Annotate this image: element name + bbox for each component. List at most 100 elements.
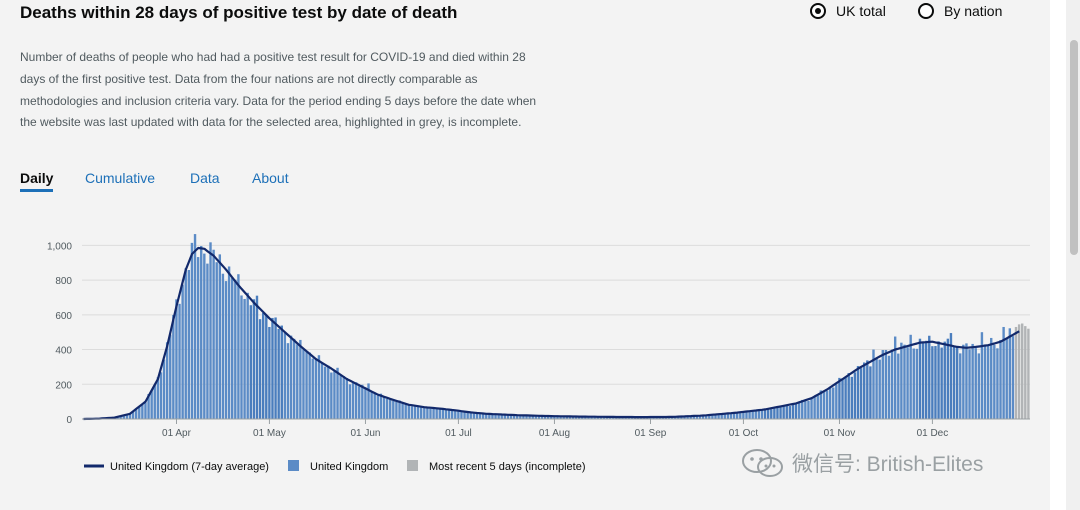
bar bbox=[447, 410, 451, 419]
bar bbox=[385, 398, 389, 419]
bar bbox=[977, 353, 981, 419]
radio-by-nation[interactable]: By nation bbox=[918, 3, 1002, 19]
radio-uk-total[interactable]: UK total bbox=[810, 3, 886, 19]
x-tick-label: 01 Dec bbox=[917, 428, 949, 439]
bar bbox=[897, 353, 900, 419]
bar bbox=[844, 376, 847, 419]
bar bbox=[955, 347, 959, 419]
bar bbox=[835, 384, 838, 419]
bar bbox=[429, 408, 432, 419]
bar bbox=[773, 407, 776, 419]
bar bbox=[708, 415, 711, 419]
scrollbar-thumb[interactable] bbox=[1070, 40, 1078, 255]
bar bbox=[410, 406, 414, 419]
bar bbox=[711, 414, 714, 419]
bar bbox=[943, 341, 946, 419]
bar bbox=[974, 348, 977, 419]
bar bbox=[450, 409, 454, 419]
bar bbox=[423, 406, 426, 419]
bar bbox=[726, 413, 730, 419]
bar bbox=[193, 234, 197, 419]
bar bbox=[959, 353, 962, 419]
tab-about[interactable]: About bbox=[252, 170, 289, 186]
x-tick-label: 01 Jun bbox=[350, 428, 380, 439]
bar bbox=[345, 377, 349, 419]
bar bbox=[522, 415, 525, 419]
tab-daily[interactable]: Daily bbox=[20, 170, 54, 192]
bar bbox=[382, 396, 386, 419]
watermark: 微信号: British-Elites bbox=[740, 448, 983, 478]
bar bbox=[748, 410, 751, 419]
bar bbox=[196, 257, 200, 419]
wechat-icon bbox=[742, 449, 783, 477]
legend-bar-swatch bbox=[407, 460, 418, 471]
bar bbox=[537, 416, 541, 419]
tab-data[interactable]: Data bbox=[190, 170, 220, 186]
bar bbox=[401, 402, 404, 419]
bar-layer bbox=[85, 234, 1030, 419]
bar bbox=[760, 410, 764, 419]
bar bbox=[742, 412, 745, 419]
bar bbox=[893, 336, 897, 419]
bar bbox=[500, 414, 503, 419]
bar bbox=[556, 416, 559, 419]
bar bbox=[351, 382, 355, 419]
bar bbox=[280, 325, 283, 419]
bar bbox=[841, 379, 844, 419]
bar bbox=[782, 405, 785, 419]
bar bbox=[181, 284, 184, 419]
bar bbox=[562, 416, 565, 419]
bar bbox=[689, 416, 692, 419]
bar bbox=[122, 415, 125, 419]
bar bbox=[807, 400, 810, 419]
bar bbox=[252, 299, 256, 419]
bar bbox=[776, 406, 779, 419]
bar bbox=[890, 349, 894, 419]
bar bbox=[277, 328, 280, 419]
bar bbox=[866, 360, 869, 419]
bar bbox=[928, 335, 931, 419]
bar bbox=[677, 416, 680, 419]
bar bbox=[810, 397, 813, 419]
bar bbox=[1014, 326, 1018, 419]
bar bbox=[419, 406, 423, 419]
bar bbox=[494, 414, 497, 419]
x-tick-label: 01 May bbox=[253, 428, 286, 439]
bar bbox=[187, 270, 191, 419]
bar bbox=[859, 368, 863, 419]
chart-title: Deaths within 28 days of positive test b… bbox=[20, 3, 458, 22]
bar bbox=[373, 393, 376, 419]
bar bbox=[209, 242, 212, 419]
x-tick-label: 01 Jul bbox=[445, 428, 472, 439]
bar bbox=[413, 406, 417, 419]
bar bbox=[590, 416, 593, 419]
bar bbox=[255, 295, 259, 419]
bar bbox=[723, 413, 726, 419]
tab-cumulative[interactable]: Cumulative bbox=[85, 170, 156, 186]
x-tick-label: 01 Apr bbox=[162, 428, 192, 439]
bar bbox=[478, 412, 482, 419]
bar bbox=[683, 416, 686, 419]
bar bbox=[169, 334, 172, 419]
bar bbox=[875, 357, 878, 419]
bar bbox=[801, 399, 804, 419]
bar bbox=[323, 366, 327, 419]
bar bbox=[1002, 326, 1005, 419]
bar bbox=[918, 338, 922, 419]
bar bbox=[735, 412, 739, 419]
x-tick-label: 01 Nov bbox=[824, 428, 856, 439]
bar bbox=[547, 416, 550, 419]
bar bbox=[1027, 328, 1030, 419]
legend-label: Most recent 5 days (incomplete) bbox=[429, 461, 586, 473]
bar bbox=[819, 390, 823, 419]
bar bbox=[333, 371, 336, 419]
bar bbox=[770, 409, 773, 419]
bar bbox=[543, 415, 547, 419]
bar bbox=[763, 409, 767, 419]
bar bbox=[150, 390, 153, 419]
bar bbox=[698, 415, 702, 419]
bar bbox=[379, 393, 383, 419]
bar bbox=[367, 383, 370, 419]
bar bbox=[395, 401, 398, 419]
bar bbox=[481, 413, 485, 419]
